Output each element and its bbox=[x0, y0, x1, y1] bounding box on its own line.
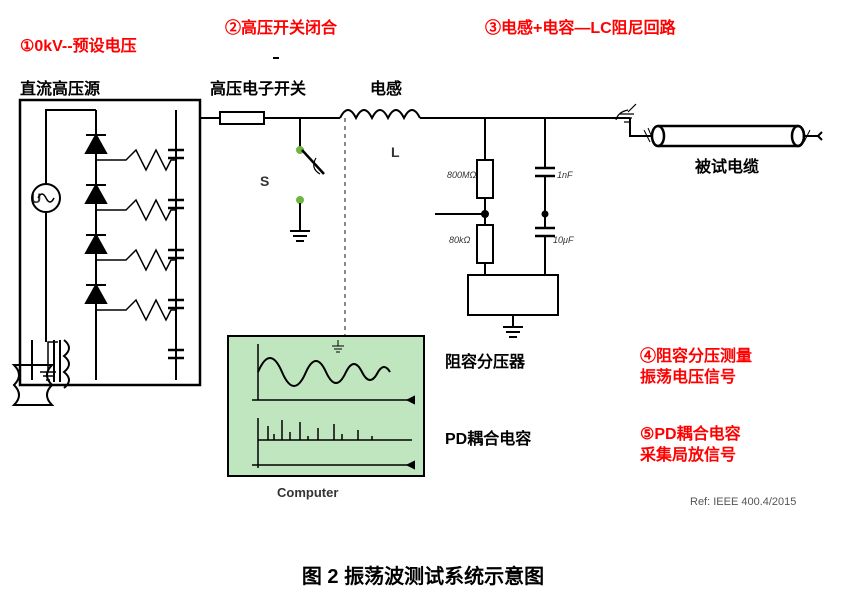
circuit-diagram bbox=[0, 0, 846, 560]
figure-caption: 图 2 振荡波测试系统示意图 bbox=[0, 560, 846, 589]
